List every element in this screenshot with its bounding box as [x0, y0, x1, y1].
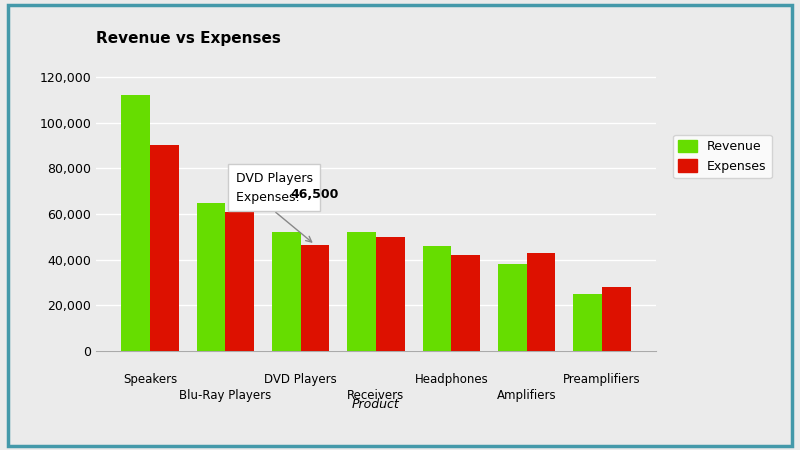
Bar [376, 237, 405, 351]
Bar [301, 245, 330, 351]
Bar [122, 95, 150, 351]
Text: DVD Players
Expenses:: DVD Players Expenses: [236, 171, 313, 204]
Text: Revenue vs Expenses: Revenue vs Expenses [96, 31, 281, 46]
Legend: Revenue, Expenses: Revenue, Expenses [674, 135, 772, 178]
Bar [272, 232, 301, 351]
Text: Preamplifiers: Preamplifiers [563, 373, 641, 386]
Bar [602, 287, 630, 351]
Text: Speakers: Speakers [123, 373, 177, 386]
Bar [422, 246, 451, 351]
Text: DVD Players: DVD Players [264, 373, 337, 386]
Bar [347, 232, 376, 351]
Text: Amplifiers: Amplifiers [497, 389, 557, 402]
Bar [451, 255, 480, 351]
X-axis label: Product: Product [352, 397, 400, 410]
Text: Headphones: Headphones [414, 373, 488, 386]
Bar [150, 145, 178, 351]
Bar [197, 202, 226, 351]
Bar [526, 253, 555, 351]
Bar [498, 264, 526, 351]
Text: 46,500: 46,500 [290, 188, 338, 201]
Bar [574, 294, 602, 351]
Bar [226, 212, 254, 351]
Text: Blu-Ray Players: Blu-Ray Players [179, 389, 271, 402]
Text: Receivers: Receivers [347, 389, 405, 402]
